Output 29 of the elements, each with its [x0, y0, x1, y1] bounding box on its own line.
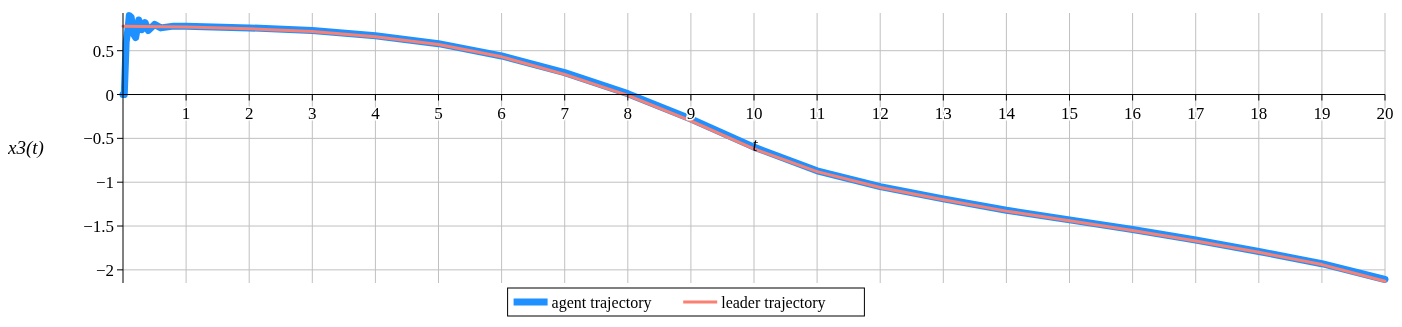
x-tick-label: 19	[1313, 103, 1331, 123]
x-tick-label: 15	[1061, 103, 1078, 123]
x-tick-label: 2	[244, 103, 254, 123]
y-axis-title: x3(t)	[7, 137, 44, 159]
x-tick-label: 6	[497, 103, 506, 123]
x-tick-label: 10	[745, 103, 763, 123]
legend-label: agent trajectory	[551, 294, 652, 312]
x-tick-label: 13	[934, 103, 952, 123]
y-tick-label: −0.5	[83, 129, 114, 149]
y-tick-label: −1	[95, 173, 114, 193]
x-tick-label: 20	[1376, 103, 1394, 123]
legend-label: leader trajectory	[721, 294, 826, 312]
y-tick-label: −2	[95, 260, 114, 280]
x-tick-label: 17	[1187, 103, 1205, 123]
x-tick-label: 1	[181, 103, 191, 123]
x-tick-label: 4	[371, 103, 381, 123]
x-tick-label: 8	[623, 103, 633, 123]
x-tick-label: 11	[808, 103, 826, 123]
x-tick-label: 14	[997, 103, 1016, 123]
x-tick-label: 12	[871, 103, 889, 123]
y-tick-label: 0	[105, 85, 114, 105]
y-tick-label: −1.5	[83, 217, 114, 237]
x-tick-label: 18	[1250, 103, 1268, 123]
x-tick-label: 5	[434, 103, 443, 123]
x-tick-label: 7	[560, 103, 570, 123]
y-tick-label: 0.5	[92, 41, 114, 61]
x-axis-title: t	[752, 134, 759, 155]
x-tick-label: 3	[308, 103, 317, 123]
x-tick-label: 16	[1124, 103, 1142, 123]
